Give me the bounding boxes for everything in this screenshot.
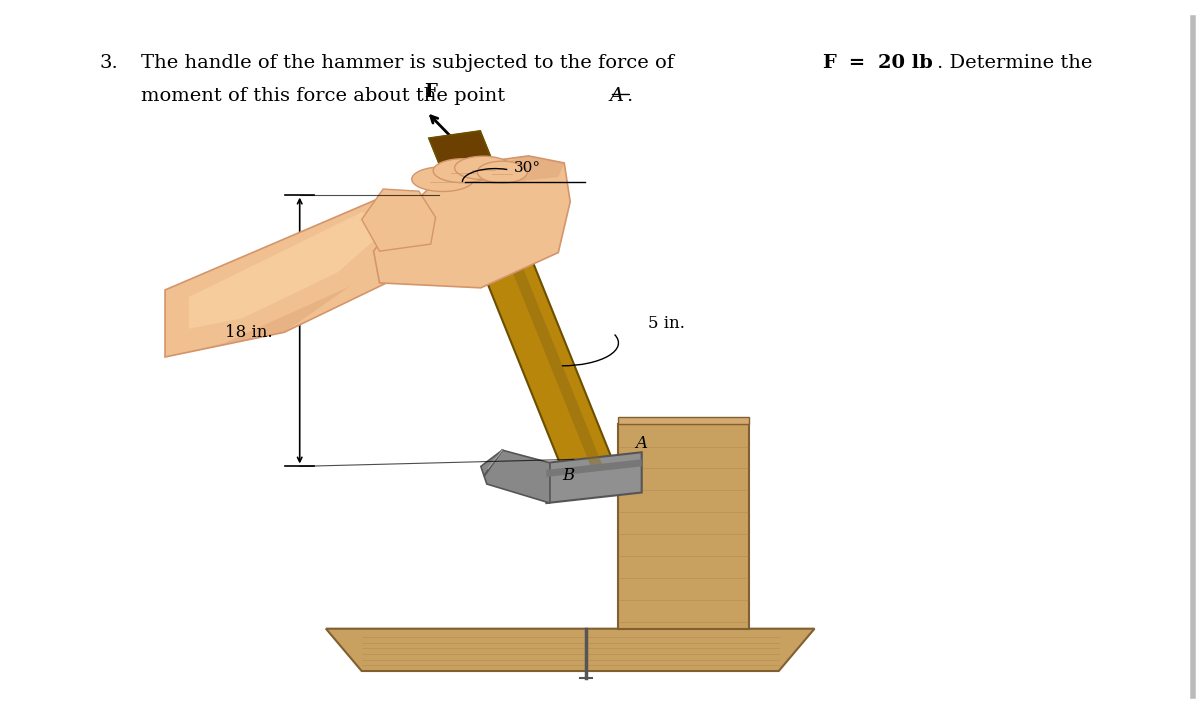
Text: The handle of the hammer is subjected to the force of: The handle of the hammer is subjected to… (142, 54, 680, 71)
Text: A: A (610, 87, 624, 106)
Ellipse shape (455, 156, 512, 179)
Text: A: A (636, 435, 648, 451)
Polygon shape (618, 424, 749, 629)
Polygon shape (457, 156, 564, 184)
Polygon shape (457, 133, 602, 466)
Text: =: = (842, 54, 872, 71)
Text: F: F (822, 54, 835, 71)
Polygon shape (546, 452, 642, 503)
Polygon shape (546, 459, 642, 477)
Polygon shape (618, 417, 749, 424)
Polygon shape (361, 189, 436, 251)
Text: 20 lb: 20 lb (877, 54, 932, 71)
Polygon shape (373, 156, 570, 288)
Text: B: B (562, 467, 574, 484)
Polygon shape (430, 131, 490, 162)
Text: 3.: 3. (100, 54, 119, 71)
Polygon shape (166, 286, 349, 357)
Polygon shape (166, 198, 463, 357)
Text: 30°: 30° (514, 161, 541, 175)
Text: F: F (424, 83, 437, 101)
Text: .: . (626, 87, 632, 106)
Polygon shape (326, 629, 815, 671)
Ellipse shape (478, 161, 527, 183)
Polygon shape (430, 131, 613, 470)
Text: . Determine the: . Determine the (937, 54, 1093, 71)
Polygon shape (481, 450, 550, 503)
Text: 18 in.: 18 in. (224, 324, 272, 341)
Text: moment of this force about the point: moment of this force about the point (142, 87, 511, 106)
Text: 5 in.: 5 in. (648, 315, 684, 331)
Ellipse shape (433, 159, 493, 183)
Polygon shape (188, 212, 397, 328)
Ellipse shape (412, 167, 474, 191)
